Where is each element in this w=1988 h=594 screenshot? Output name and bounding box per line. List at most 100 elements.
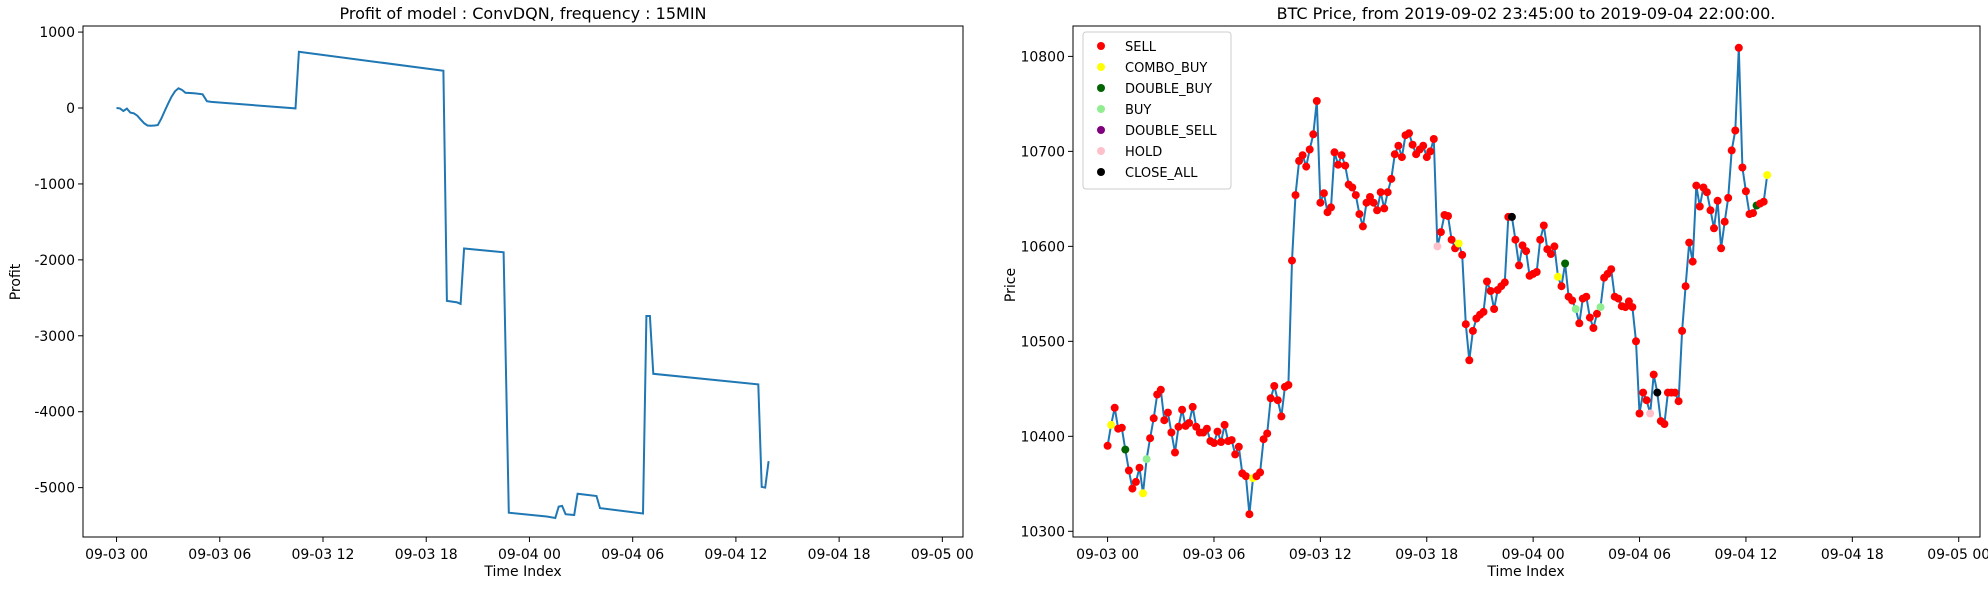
price-point-sell	[1185, 419, 1194, 427]
price-point-sell	[1436, 228, 1445, 237]
price-point-sell	[1319, 189, 1328, 198]
price-point-sell	[1387, 174, 1396, 183]
profit-x-axis-label: Time Index	[483, 564, 561, 580]
price-chart: BTC Price, from 2019-09-02 23:45:00 to 2…	[1003, 4, 1988, 580]
legend-marker-close-all	[1097, 168, 1105, 176]
profit-x-tick-label: 09-03 12	[292, 547, 355, 563]
price-point-sell	[1149, 414, 1158, 423]
legend-label-close-all: CLOSE_ALL	[1125, 166, 1198, 181]
price-x-tick-label: 09-03 00	[1076, 547, 1139, 563]
price-x-tick-label: 09-05 00	[1927, 547, 1988, 563]
price-point-sell	[1174, 422, 1183, 431]
price-point-sell	[1273, 396, 1282, 405]
price-point-sell	[1628, 303, 1637, 312]
legend-box	[1082, 31, 1232, 190]
price-point-sell	[1688, 257, 1697, 266]
price-point-sell	[1103, 441, 1112, 450]
profit-plot-area	[82, 25, 964, 538]
price-point-sell	[1717, 244, 1726, 253]
price-point-sell	[1660, 420, 1669, 428]
price-point-hold	[1646, 409, 1655, 418]
price-y-tick-label: 10800	[1020, 49, 1065, 65]
price-x-ticks: 09-03 00 09-03 06 09-03 12 09-03 18 09-04 00…	[1076, 537, 1988, 563]
legend-label-combo-buy: COMBO_BUY	[1125, 61, 1207, 76]
profit-x-tick-label: 09-04 00	[498, 547, 561, 563]
price-point-close-all	[1653, 388, 1662, 397]
price-point-sell	[1539, 221, 1548, 230]
price-point-sell	[1550, 242, 1559, 251]
price-point-sell	[1575, 319, 1584, 328]
legend-marker-combo-buy	[1097, 63, 1105, 71]
profit-y-axis-label: Profit	[8, 263, 24, 300]
price-point-sell	[1167, 428, 1176, 437]
price-point-sell	[1351, 191, 1360, 200]
legend-label-hold: HOLD	[1125, 145, 1162, 160]
legend-marker-double-buy	[1097, 84, 1105, 92]
price-point-sell	[1355, 210, 1364, 219]
price-point-sell	[1515, 261, 1523, 270]
price-point-sell	[1692, 181, 1701, 190]
price-point-sell	[1490, 305, 1499, 313]
price-point-sell	[1288, 256, 1296, 265]
price-series	[1103, 43, 1772, 519]
price-point-sell	[1376, 188, 1385, 197]
price-point-sell	[1348, 183, 1357, 192]
price-point-sell	[1518, 241, 1527, 250]
price-point-sell	[1277, 412, 1286, 421]
price-point-sell	[1671, 388, 1679, 397]
price-point-sell	[1632, 337, 1640, 346]
legend-marker-hold	[1097, 147, 1105, 155]
price-point-close-all	[1507, 212, 1516, 221]
price-point-sell	[1380, 204, 1389, 213]
price-point-sell	[1695, 202, 1704, 211]
price-point-sell	[1110, 403, 1119, 412]
legend-marker-double-sell	[1097, 126, 1105, 134]
profit-y-ticks: 1000 0 -1000 -2000 -3000 -4000 -5000	[34, 25, 83, 497]
price-point-sell	[1316, 198, 1325, 207]
price-point-sell	[1408, 140, 1417, 149]
price-point-sell	[1678, 326, 1687, 335]
price-point-sell	[1124, 466, 1133, 475]
price-point-sell	[1426, 147, 1435, 156]
profit-y-tick-label: -1000	[34, 177, 75, 193]
price-point-sell	[1397, 153, 1406, 162]
price-point-sell	[1234, 442, 1243, 451]
price-point-sell	[1585, 313, 1594, 322]
legend-label-sell: SELL	[1125, 40, 1157, 55]
price-point-sell	[1500, 278, 1509, 287]
price-point-sell	[1231, 450, 1240, 459]
price-point-sell	[1266, 394, 1275, 403]
profit-x-tick-label: 09-03 00	[85, 547, 148, 563]
price-point-sell	[1128, 484, 1137, 493]
price-point-sell	[1373, 206, 1382, 215]
price-point-sell	[1135, 463, 1144, 472]
price-point-sell	[1369, 198, 1378, 207]
price-point-sell	[1483, 277, 1491, 286]
price-point-sell	[1163, 408, 1172, 417]
price-point-sell	[1263, 429, 1272, 438]
price-point-sell	[1284, 381, 1293, 389]
price-point-combo-buy	[1454, 239, 1463, 248]
price-y-tick-label: 10300	[1020, 524, 1065, 540]
price-point-sell	[1188, 402, 1197, 411]
price-point-sell	[1146, 434, 1155, 443]
profit-x-tick-label: 09-04 18	[808, 547, 871, 563]
price-y-tick-label: 10400	[1020, 429, 1065, 445]
price-point-sell	[1217, 438, 1226, 446]
profit-series-line	[116, 50, 770, 520]
price-point-sell	[1635, 409, 1644, 418]
price-point-sell	[1727, 146, 1736, 155]
price-y-tick-label: 10500	[1020, 334, 1065, 350]
price-x-tick-label: 09-03 06	[1182, 547, 1245, 563]
price-point-sell	[1639, 388, 1648, 397]
price-x-tick-label: 09-03 18	[1395, 547, 1458, 563]
profit-x-tick-label: 09-04 12	[704, 547, 767, 563]
price-point-sell	[1256, 468, 1265, 477]
price-point-sell	[1429, 135, 1438, 143]
price-point-sell	[1759, 197, 1768, 206]
price-point-sell	[1405, 129, 1413, 138]
price-point-combo-buy	[1139, 489, 1147, 498]
price-point-sell	[1447, 235, 1456, 244]
price-point-sell	[1738, 163, 1747, 172]
